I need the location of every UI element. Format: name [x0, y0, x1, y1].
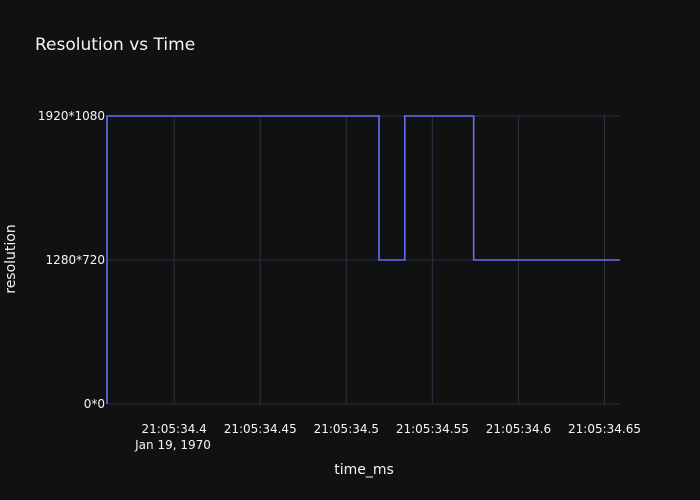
x-date-label: Jan 19, 1970 — [134, 438, 211, 452]
y-tick-label: 1280*720 — [46, 253, 105, 267]
x-tick-label: 21:05:34.6 — [486, 422, 551, 436]
y-tick-label: 0*0 — [84, 397, 105, 411]
x-tick-label: 21:05:34.5 — [314, 422, 379, 436]
x-tick-label: 21:05:34.65 — [568, 422, 641, 436]
chart-title: Resolution vs Time — [35, 35, 195, 55]
y-tick-labels: 0*0 1280*720 1920*1080 — [38, 109, 105, 411]
x-tick-label: 21:05:34.4 — [141, 422, 206, 436]
series-group — [106, 115, 620, 404]
x-tick-labels: 21:05:34.4 21:05:34.45 21:05:34.5 21:05:34.… — [141, 422, 641, 436]
x-axis-title: time_ms — [334, 462, 394, 478]
y-axis-title: resolution — [3, 224, 19, 294]
x-tick-label: 21:05:34.55 — [396, 422, 469, 436]
x-tick-label: 21:05:34.45 — [224, 422, 297, 436]
series-line — [106, 115, 620, 404]
y-tick-label: 1920*1080 — [38, 109, 105, 123]
